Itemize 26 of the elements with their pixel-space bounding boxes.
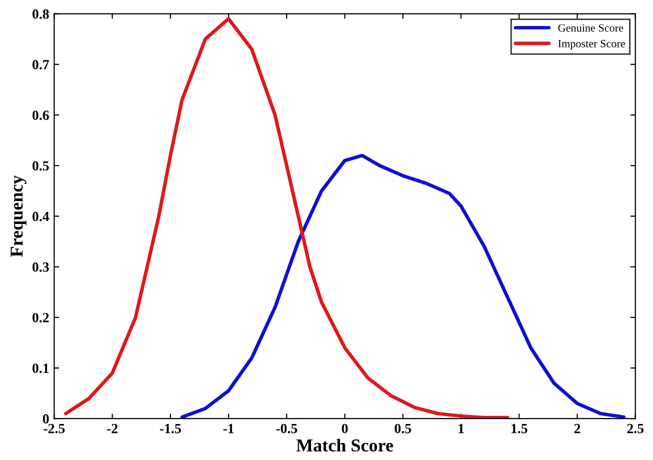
x-tick-label: 2.5 [627, 424, 644, 434]
y-tick-label: 0.7 [32, 60, 49, 70]
legend-label: Imposter Score [558, 40, 625, 50]
x-tick-label: -1 [223, 424, 234, 434]
x-tick-label: 0.5 [394, 424, 412, 434]
y-tick-label: 0.1 [32, 364, 49, 374]
y-tick-label: 0.4 [32, 212, 50, 222]
x-tick-label: -1.5 [160, 424, 181, 434]
y-tick-label: 0.5 [32, 161, 49, 171]
x-tick-label: 1.5 [512, 424, 528, 434]
y-axis-title: Frequency [10, 175, 26, 257]
y-tick-label: 0.3 [32, 262, 49, 272]
y-tick-label: 0.6 [32, 110, 49, 120]
x-axis-title: Match Score [296, 438, 394, 452]
legend-label: Genuine Score [558, 24, 624, 32]
y-tick-label: 0.8 [32, 9, 49, 19]
line-series [64, 17, 510, 419]
x-tick-label: 0 [342, 424, 348, 434]
y-tick-label: 0 [42, 414, 49, 424]
x-tick-label: -2 [107, 424, 118, 434]
x-tick-label: -2.5 [44, 424, 65, 434]
y-tick-label: 0.2 [32, 312, 49, 322]
x-tick-label: 2 [574, 424, 580, 434]
x-tick-label: 1 [458, 424, 464, 434]
x-tick-label: -0.5 [276, 424, 298, 434]
line-series [180, 154, 626, 419]
